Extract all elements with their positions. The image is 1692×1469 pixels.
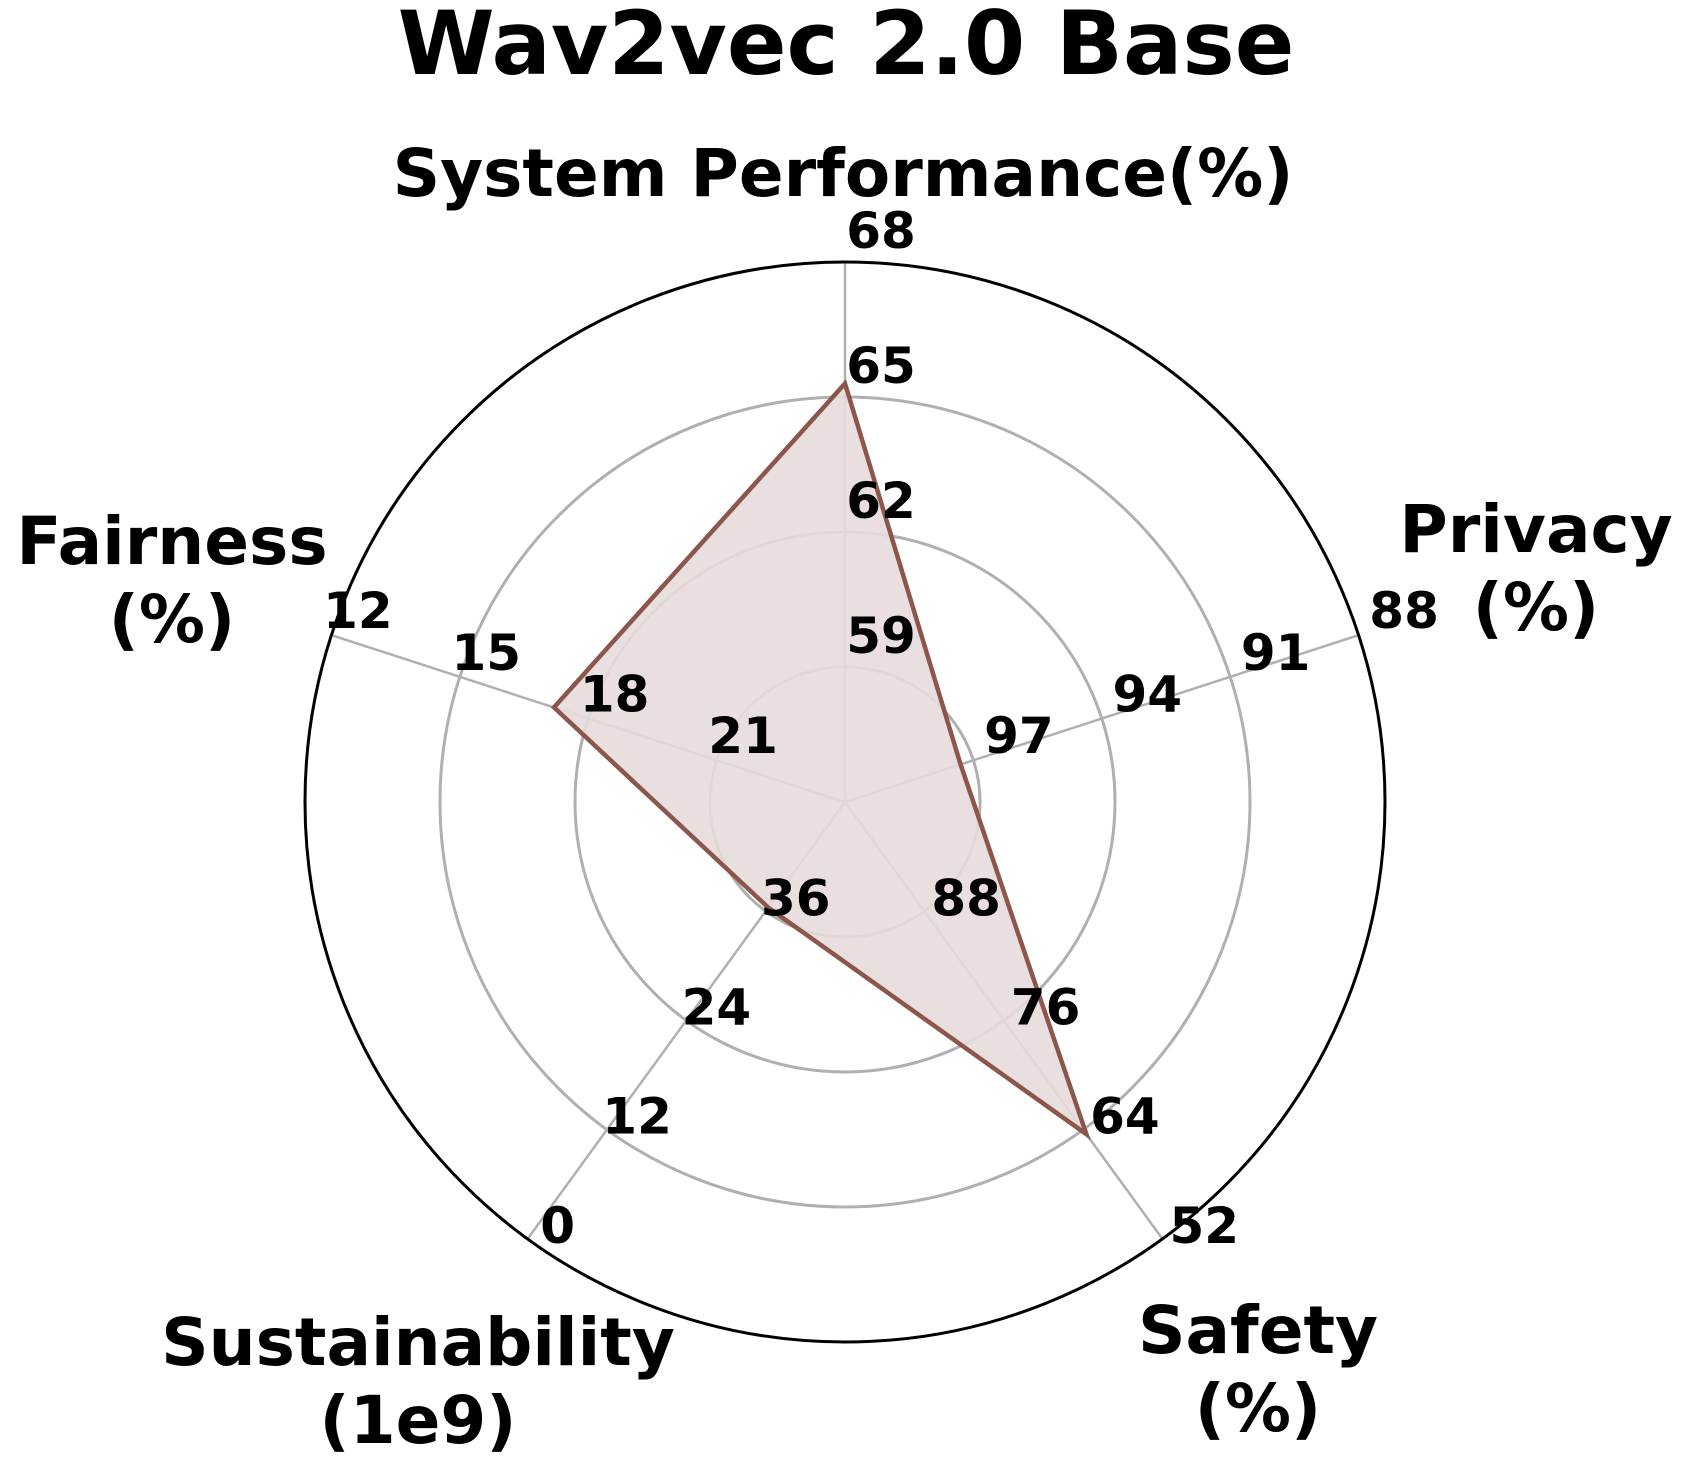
tick-label: 88	[1369, 582, 1439, 640]
series-polygon	[550, 379, 1091, 1141]
chart-title: Wav2vec 2.0 Base	[398, 0, 1295, 95]
axis-label: System Performance(%)	[393, 135, 1294, 212]
tick-label: 59	[846, 607, 916, 665]
tick-label: 12	[602, 1088, 672, 1146]
tick-label: 52	[1170, 1197, 1240, 1255]
axis-label: (%)	[1473, 569, 1599, 646]
tick-label: 94	[1113, 666, 1183, 724]
axis-label: Privacy	[1399, 491, 1672, 568]
tick-label: 12	[323, 582, 393, 640]
tick-label: 65	[846, 337, 916, 395]
tick-label: 76	[1011, 979, 1081, 1037]
tick-label: 97	[984, 707, 1054, 765]
tick-label: 64	[1090, 1088, 1160, 1146]
tick-label: 36	[761, 869, 831, 927]
axis-label: (1e9)	[320, 1382, 517, 1459]
tick-label: 91	[1241, 624, 1311, 682]
tick-label: 18	[580, 666, 650, 724]
tick-label: 0	[540, 1197, 575, 1255]
axis-label: (%)	[109, 581, 235, 658]
outer-boundary	[303, 260, 1387, 1344]
data-layer	[550, 379, 1091, 1141]
axis-label: (%)	[1195, 1370, 1321, 1447]
tick-label: 62	[846, 472, 916, 530]
tick-label: 68	[846, 202, 916, 260]
axis-label: Sustainability	[161, 1304, 675, 1381]
axis-label: Fairness	[16, 503, 327, 580]
axis-label: Safety	[1138, 1292, 1378, 1369]
tick-label: 24	[682, 979, 752, 1037]
tick-label: 88	[931, 869, 1001, 927]
tick-label: 15	[452, 624, 522, 682]
tick-label: 21	[708, 707, 778, 765]
